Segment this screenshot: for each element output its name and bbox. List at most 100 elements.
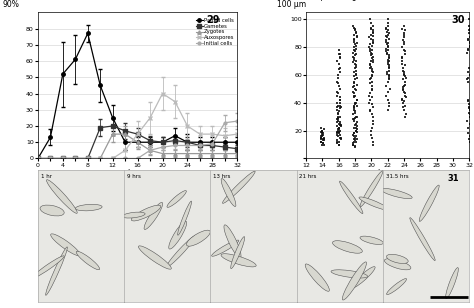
- Point: [464, 79, 472, 84]
- Point: [465, 110, 473, 115]
- Point: [353, 136, 361, 141]
- Point: [337, 128, 344, 133]
- Point: [333, 131, 341, 136]
- Point: [317, 139, 325, 144]
- Point: [365, 93, 373, 98]
- Point: [352, 43, 360, 48]
- Point: [353, 75, 361, 80]
- Point: [385, 31, 392, 36]
- Point: [351, 87, 359, 91]
- Point: [351, 116, 358, 120]
- Point: [400, 32, 407, 37]
- Point: [349, 132, 357, 137]
- Point: [349, 85, 357, 90]
- Point: [333, 59, 341, 63]
- Point: [368, 111, 376, 116]
- Point: [351, 103, 358, 108]
- Point: [368, 135, 376, 140]
- Ellipse shape: [144, 202, 163, 229]
- Point: [401, 49, 409, 54]
- Ellipse shape: [359, 197, 389, 210]
- Point: [336, 106, 344, 111]
- Point: [350, 56, 357, 61]
- Point: [351, 26, 359, 31]
- Point: [336, 132, 343, 137]
- Point: [352, 46, 359, 51]
- Text: 9 hrs: 9 hrs: [127, 174, 141, 179]
- Point: [465, 17, 473, 22]
- Point: [400, 24, 407, 29]
- Ellipse shape: [75, 204, 102, 211]
- Point: [337, 120, 344, 125]
- Point: [385, 63, 393, 68]
- Point: [352, 63, 359, 68]
- Point: [335, 47, 343, 52]
- Point: [352, 72, 360, 77]
- Point: [334, 107, 341, 112]
- Point: [369, 57, 377, 62]
- Point: [366, 98, 374, 103]
- Point: [336, 139, 343, 144]
- Point: [366, 66, 374, 71]
- Point: [351, 102, 359, 107]
- Ellipse shape: [384, 259, 411, 270]
- Ellipse shape: [178, 201, 191, 235]
- Point: [334, 134, 342, 139]
- Point: [334, 128, 342, 133]
- Point: [350, 24, 357, 29]
- Point: [337, 114, 344, 119]
- Point: [384, 57, 392, 62]
- Point: [334, 103, 341, 108]
- Point: [352, 71, 360, 76]
- Point: [337, 135, 345, 140]
- Point: [351, 93, 359, 98]
- Point: [350, 70, 358, 75]
- Point: [401, 63, 409, 68]
- Point: [384, 79, 392, 84]
- Point: [399, 59, 406, 63]
- Point: [333, 130, 341, 135]
- Point: [465, 47, 472, 52]
- Point: [369, 104, 377, 109]
- Point: [368, 68, 376, 73]
- Point: [337, 104, 345, 109]
- Point: [368, 53, 375, 58]
- Point: [384, 61, 392, 66]
- X-axis label: hours: hours: [127, 169, 148, 178]
- Point: [353, 121, 360, 126]
- Point: [367, 64, 374, 69]
- Point: [385, 36, 393, 41]
- Text: 29: 29: [207, 15, 220, 25]
- Point: [401, 79, 409, 84]
- Ellipse shape: [305, 264, 329, 291]
- Point: [350, 125, 357, 130]
- Point: [367, 59, 375, 63]
- Point: [467, 49, 474, 54]
- Point: [318, 142, 326, 147]
- Point: [350, 93, 358, 98]
- Point: [318, 125, 325, 130]
- Point: [336, 52, 344, 57]
- Point: [318, 134, 325, 139]
- Point: [382, 93, 390, 98]
- Point: [399, 38, 407, 43]
- Point: [368, 79, 376, 84]
- Point: [334, 118, 341, 123]
- Point: [352, 28, 359, 33]
- Ellipse shape: [351, 267, 375, 288]
- Point: [336, 95, 344, 100]
- Ellipse shape: [32, 256, 64, 278]
- Point: [366, 77, 374, 82]
- Point: [369, 74, 376, 79]
- Ellipse shape: [131, 205, 161, 221]
- Point: [351, 110, 359, 115]
- Point: [335, 130, 343, 135]
- Point: [383, 84, 390, 89]
- Point: [466, 121, 474, 126]
- Point: [333, 104, 341, 109]
- Point: [401, 31, 408, 36]
- Point: [398, 56, 406, 61]
- Point: [385, 74, 392, 79]
- Point: [467, 42, 474, 47]
- Point: [464, 70, 471, 75]
